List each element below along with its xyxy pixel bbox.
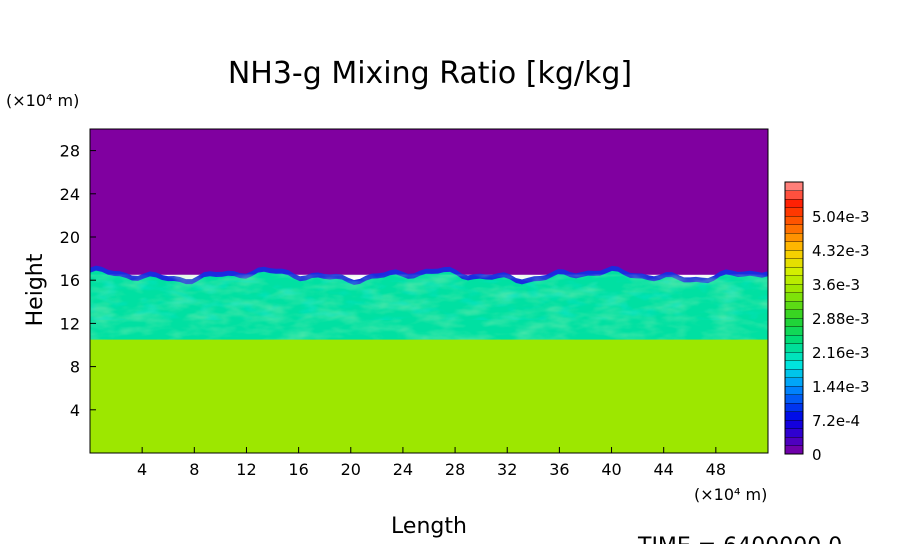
colorbar-level <box>784 351 804 362</box>
chart-title: NH3-g Mixing Ratio [kg/kg] <box>228 56 632 91</box>
y-axis-label: Height <box>23 253 48 326</box>
colorbar-level <box>784 283 804 294</box>
colorbar-tick-label: 2.16e-3 <box>812 344 870 362</box>
x-tick-label: 8 <box>189 460 199 479</box>
x-tick-label: 4 <box>137 460 147 479</box>
colorbar-level <box>784 207 804 217</box>
colorbar-level <box>784 385 804 396</box>
colorbar-level <box>784 411 804 421</box>
x-tick-label: 16 <box>288 460 308 479</box>
x-tick-label: 36 <box>549 460 569 479</box>
colorbar-tick-label: 7.2e-4 <box>812 412 860 430</box>
plot-frame <box>89 128 769 454</box>
colorbar-level <box>784 241 804 251</box>
x-tick-label: 28 <box>445 460 465 479</box>
colorbar-tick-labels: 0 7.2e-4 1.44e-3 2.16e-3 2.88e-3 3.6e-3 4.32e-… <box>812 208 870 464</box>
colorbar-level <box>784 266 804 277</box>
y-tick-label: 12 <box>60 314 80 333</box>
y-tick-label: 28 <box>60 142 80 161</box>
colorbar-level <box>784 445 804 455</box>
colorbar-level <box>784 258 804 268</box>
x-tick-label: 12 <box>236 460 256 479</box>
colorbar-level <box>784 368 804 379</box>
x-tick-label: 40 <box>601 460 621 479</box>
x-tick-label: 24 <box>393 460 413 479</box>
colorbar-level <box>784 292 804 302</box>
colorbar-level <box>784 224 804 234</box>
y-tick-label: 16 <box>60 271 80 290</box>
y-tick-label: 20 <box>60 228 80 247</box>
colorbar-level <box>784 198 804 209</box>
colorbar-level <box>784 436 804 447</box>
y-tick-label: 4 <box>70 401 80 420</box>
x-tick-label: 32 <box>497 460 517 479</box>
colorbar-tick-label: 4.32e-3 <box>812 242 870 260</box>
colorbar-tick-label: 5.04e-3 <box>812 208 870 226</box>
colorbar-level <box>784 326 804 336</box>
colorbar-level <box>784 275 804 285</box>
x-axis-unit: (×10⁴ m) <box>694 485 767 504</box>
colorbar-level <box>784 394 804 404</box>
colorbar-level <box>784 419 804 430</box>
colorbar <box>784 181 804 455</box>
colorbar-level <box>784 360 804 370</box>
colorbar-tick-label: 1.44e-3 <box>812 378 870 396</box>
time-readout: TIME = 6400000.0 <box>637 534 842 544</box>
colorbar-level <box>784 190 804 200</box>
y-tick-label: 24 <box>60 185 80 204</box>
x-axis-ticks: 4 8 12 16 20 24 28 32 36 40 44 48 <box>137 447 726 479</box>
x-tick-label: 48 <box>706 460 726 479</box>
colorbar-level <box>784 428 804 438</box>
x-tick-label: 20 <box>341 460 361 479</box>
y-tick-label: 8 <box>70 358 80 377</box>
colorbar-level <box>784 309 804 319</box>
x-axis-label: Length <box>391 514 467 539</box>
colorbar-level <box>784 402 804 413</box>
colorbar-level <box>784 343 804 353</box>
y-axis-unit: (×10⁴ m) <box>6 91 79 110</box>
colorbar-level <box>784 215 804 226</box>
colorbar-level <box>784 317 804 328</box>
plot-area <box>89 128 769 454</box>
colorbar-level <box>784 377 804 387</box>
colorbar-level <box>784 232 804 243</box>
y-axis-ticks: 4 8 12 16 20 24 28 <box>60 142 96 420</box>
colorbar-level <box>784 334 804 345</box>
region-middle-texture-2 <box>90 280 768 320</box>
colorbar-tick-label: 3.6e-3 <box>812 276 860 294</box>
region-lower <box>90 339 768 453</box>
region-upper <box>90 129 768 275</box>
colorbar-frame <box>784 181 804 455</box>
colorbar-level <box>784 249 804 260</box>
colorbar-tick-label: 0 <box>812 446 822 464</box>
x-tick-label: 44 <box>654 460 674 479</box>
colorbar-level <box>784 181 804 192</box>
colorbar-level <box>784 300 804 311</box>
colorbar-tick-label: 2.88e-3 <box>812 310 870 328</box>
